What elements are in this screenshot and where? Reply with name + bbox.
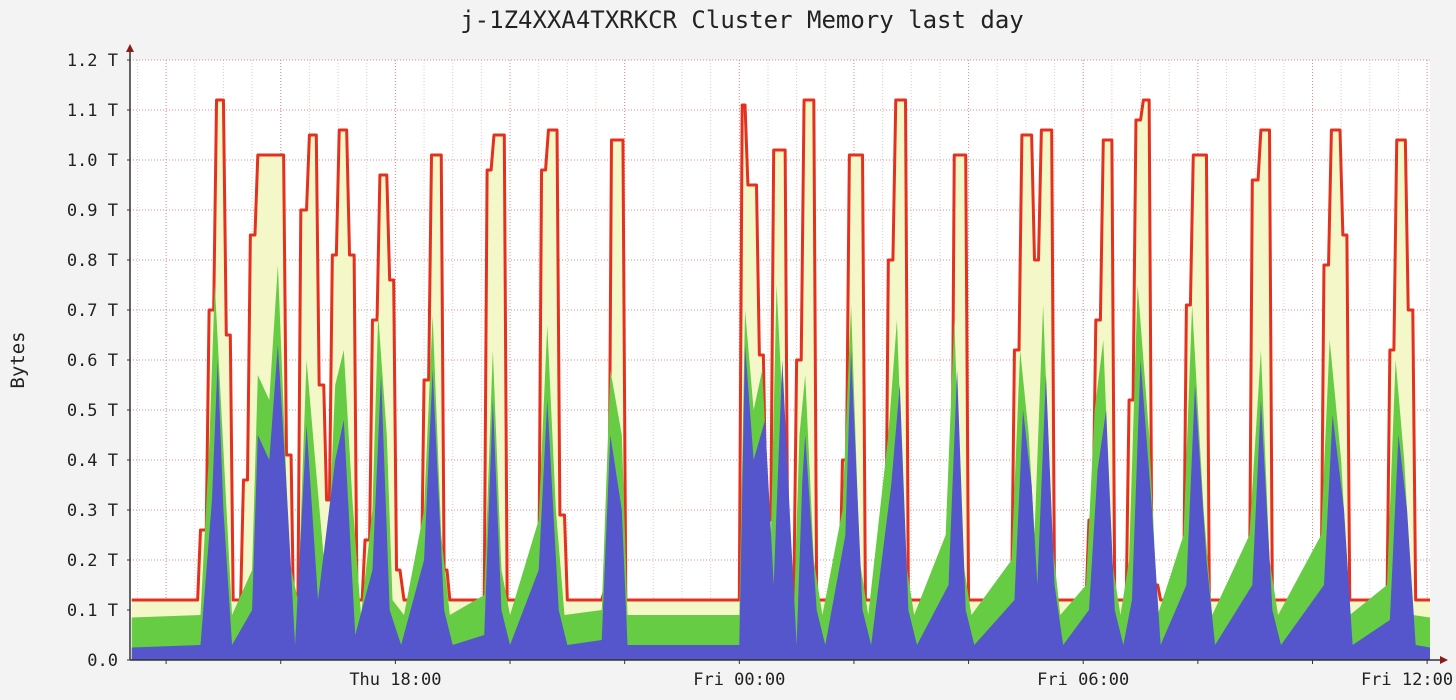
x-tick-label: Fri 12:00: [1361, 670, 1453, 690]
y-tick-label: 0.0: [87, 651, 118, 671]
y-axis-arrow: [126, 44, 134, 52]
y-tick-label: 0.1 T: [67, 601, 118, 621]
y-tick-labels: 0.0 0.1 T 0.2 T 0.3 T 0.4 T 0.5 T 0.6 T 0.7 T 0.…: [67, 51, 118, 671]
x-tick-labels: Thu 18:00 Fri 00:00 Fri 06:00 Fri 12:00: [349, 670, 1453, 690]
y-tick-label: 0.9 T: [67, 201, 118, 221]
x-axis-arrow: [1440, 656, 1448, 664]
y-tick-label: 0.3 T: [67, 501, 118, 521]
y-tick-label: 1.0 T: [67, 151, 118, 171]
axes: [126, 44, 1448, 664]
x-tick-label: Fri 00:00: [693, 670, 785, 690]
y-tick-label: 1.2 T: [67, 51, 118, 71]
y-tick-label: 1.1 T: [67, 101, 118, 121]
y-tick-label: 0.7 T: [67, 301, 118, 321]
series-process-area: [131, 345, 1431, 660]
y-tick-label: 0.4 T: [67, 451, 118, 471]
x-tick-label: Thu 18:00: [349, 670, 441, 690]
y-tick-label: 0.8 T: [67, 251, 118, 271]
y-tick-label: 0.6 T: [67, 351, 118, 371]
x-tick-label: Fri 06:00: [1037, 670, 1129, 690]
y-tick-label: 0.5 T: [67, 401, 118, 421]
series-areas: [131, 98, 1431, 660]
y-tick-label: 0.2 T: [67, 551, 118, 571]
y-axis-label: Bytes: [7, 331, 29, 388]
chart-title: j-1Z4XXA4TXRKCR Cluster Memory last day: [460, 6, 1024, 34]
